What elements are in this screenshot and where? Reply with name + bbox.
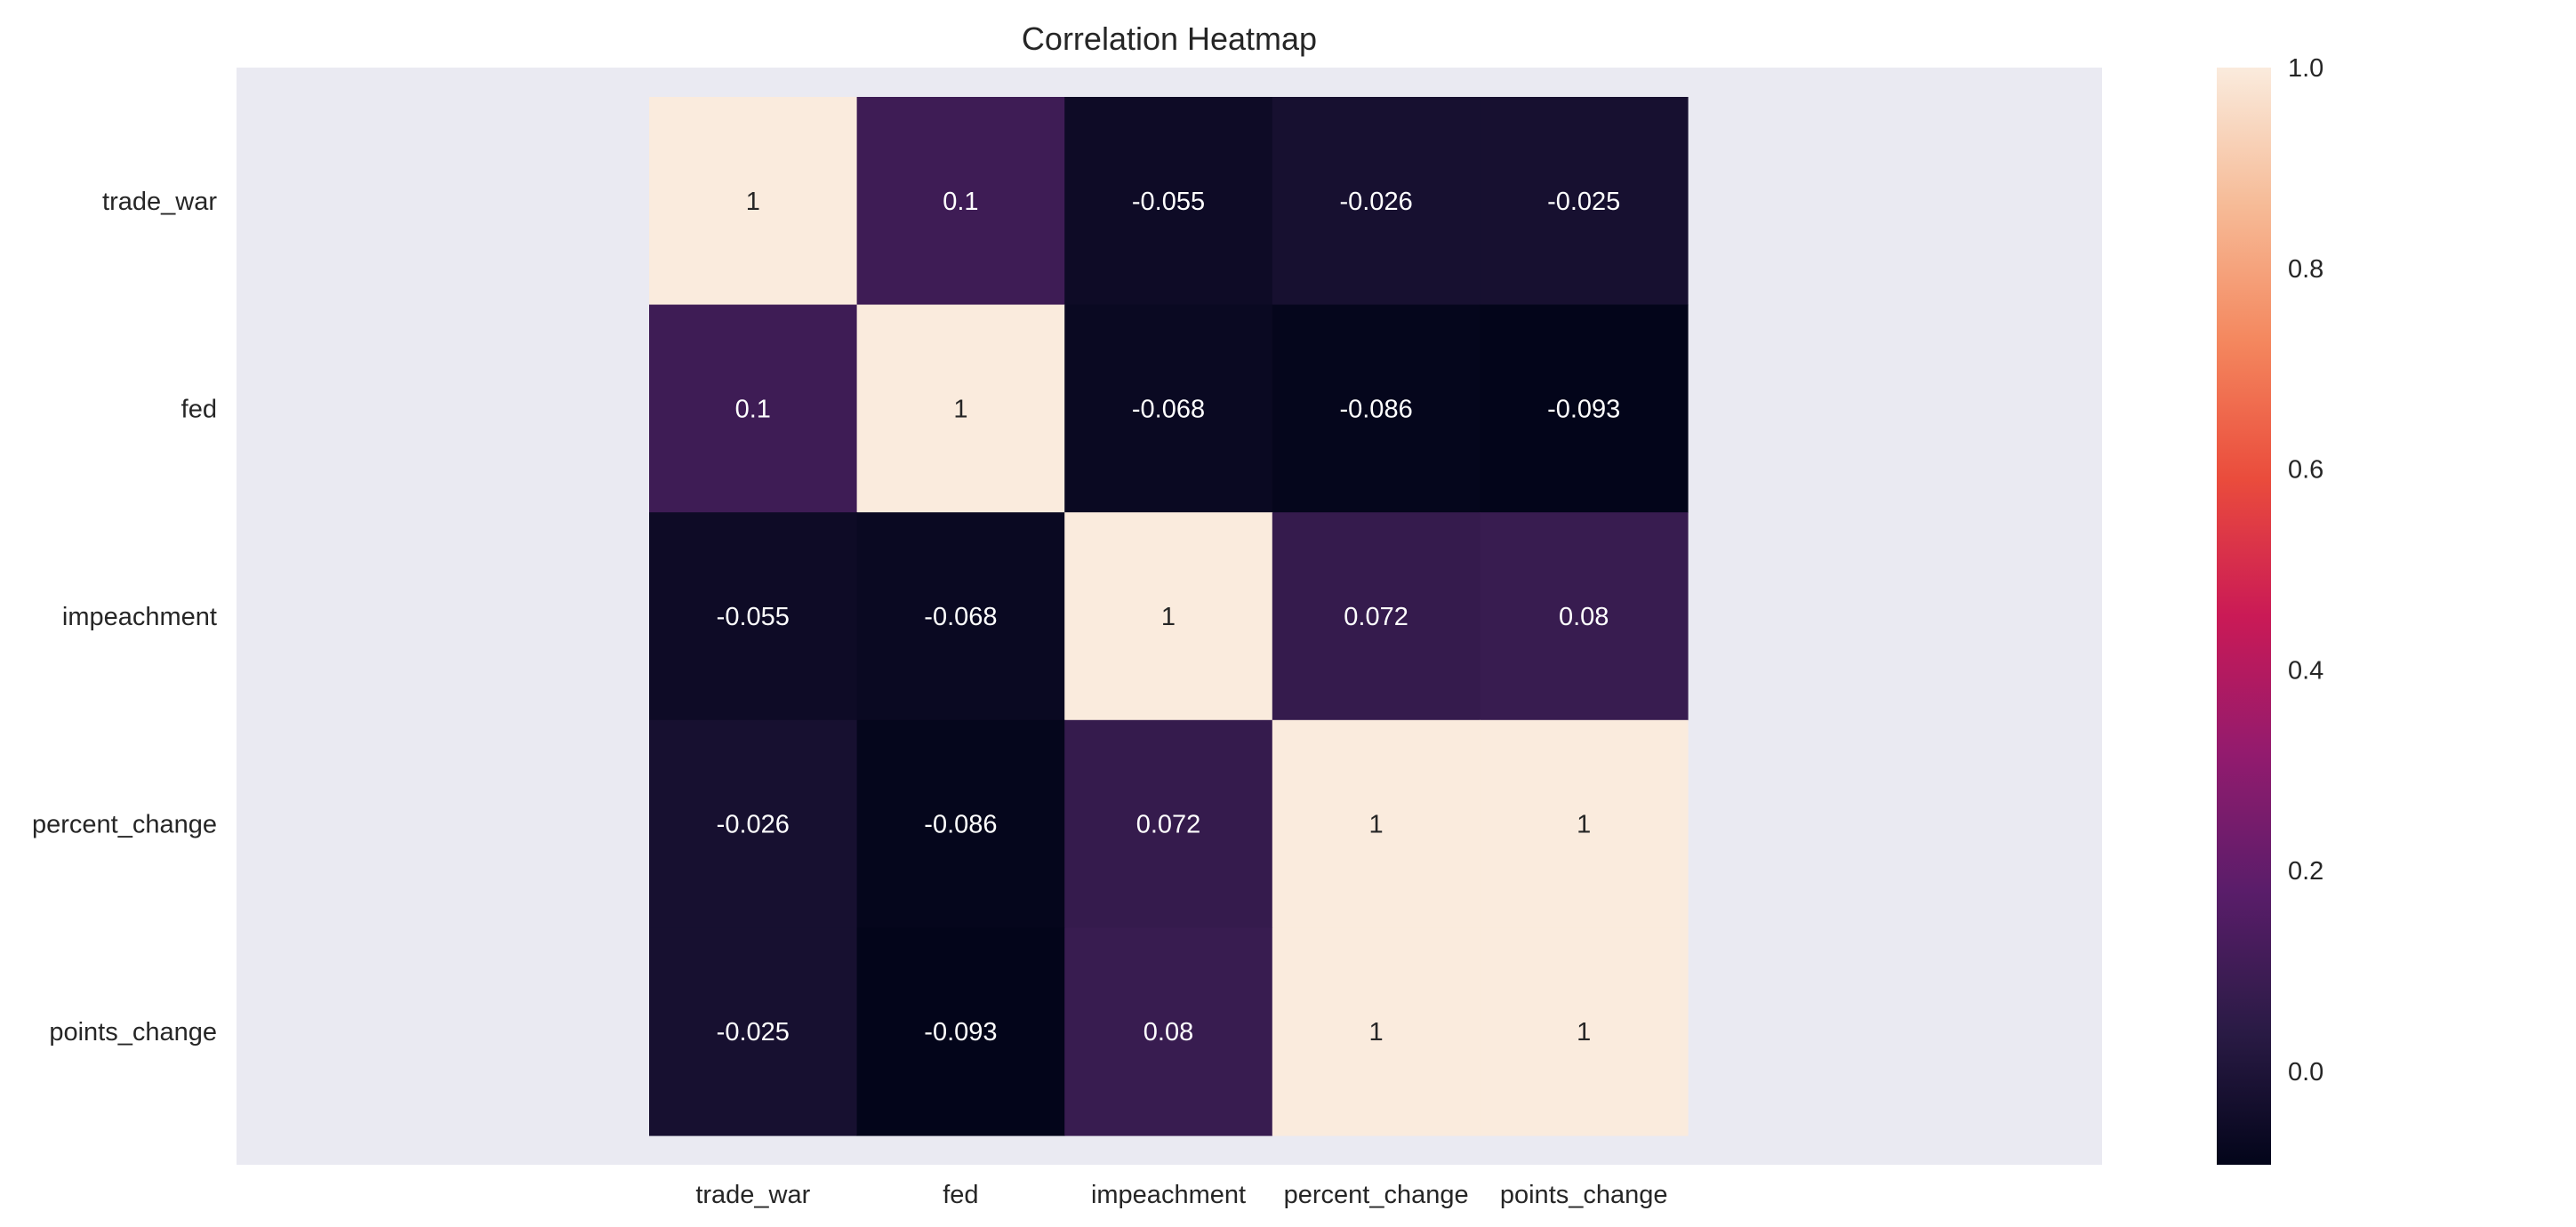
heatmap-cell [1480,97,1689,306]
cell-value-label: 1 [1577,811,1591,839]
cell-value-label: -0.086 [1339,395,1412,423]
heatmap-cell [1480,927,1689,1136]
colorbar-tick-label: 0.4 [2288,656,2323,685]
heatmap-cells: 1 0.1 -0.055 -0.026 -0.025 0.1 1 -0.068 -0.086 -0… [649,97,1689,1136]
heatmap-cell [856,719,1065,928]
x-tick-labels: trade_war fed impeachment percent_change poi… [695,1181,1667,1209]
cell-value-label: -0.026 [1339,188,1412,216]
x-tick-label: trade_war [695,1181,810,1209]
heatmap-cell [1064,97,1273,306]
cell-value-label: 0.1 [943,188,978,216]
heatmap-cell [856,304,1065,513]
cell-value-label: 0.08 [1559,603,1609,631]
heatmap-cell [649,304,858,513]
y-tick-label: trade_war [102,188,217,216]
cell-value-label: -0.093 [1547,395,1620,423]
x-tick-label: percent_change [1284,1181,1469,1209]
heatmap-cell [856,512,1065,721]
heatmap-cell [649,512,858,721]
heatmap-cell [1480,719,1689,928]
y-tick-label: points_change [49,1018,217,1047]
cell-value-label: 1 [1577,1018,1591,1047]
heatmap-cell [1064,512,1273,721]
y-tick-label: percent_change [32,811,217,839]
cell-value-label: 1 [1369,1018,1384,1047]
cell-value-label: 0.1 [735,395,771,423]
heatmap-cell [856,927,1065,1136]
heatmap-cell [1064,927,1273,1136]
cell-value-label: 0.072 [1136,811,1201,839]
cell-value-label: 0.08 [1144,1018,1193,1047]
heatmap-cell [1272,927,1481,1136]
heatmap-cell [649,719,858,928]
x-tick-label: points_change [1500,1181,1668,1209]
heatmap-cell [1480,304,1689,513]
heatmap-cell [1272,719,1481,928]
colorbar-ticks: 0.0 0.2 0.4 0.6 0.8 1.0 [2288,54,2323,1087]
cell-value-label: -0.068 [924,603,997,631]
cell-value-label: -0.025 [717,1018,790,1047]
cell-value-label: 1 [746,188,760,216]
cell-value-label: 0.072 [1344,603,1408,631]
cell-value-label: 1 [1161,603,1176,631]
colorbar-tick-label: 0.8 [2288,255,2323,284]
cell-value-label: -0.086 [924,811,997,839]
cell-value-label: -0.055 [717,603,790,631]
heatmap-cell [1272,512,1481,721]
heatmap-cell [856,97,1065,306]
colorbar-tick-label: 0.0 [2288,1058,2323,1087]
x-tick-label: fed [943,1181,978,1209]
colorbar-tick-label: 1.0 [2288,54,2323,83]
cell-value-label: -0.055 [1132,188,1205,216]
chart-title: Correlation Heatmap [1022,20,1317,57]
heatmap-cell [1272,97,1481,306]
cell-value-label: -0.026 [717,811,790,839]
cell-value-label: -0.093 [924,1018,997,1047]
heatmap-cell [1480,512,1689,721]
y-tick-label: fed [181,395,217,423]
colorbar-tick-label: 0.6 [2288,456,2323,485]
heatmap-cell [1064,304,1273,513]
cell-value-label: 1 [953,395,967,423]
cell-value-label: -0.025 [1547,188,1620,216]
colorbar-tick-label: 0.2 [2288,857,2323,886]
heatmap-cell [649,97,858,306]
heatmap-cell [1272,304,1481,513]
heatmap-cell [649,927,858,1136]
x-tick-label: impeachment [1091,1181,1246,1209]
cell-value-label: -0.068 [1132,395,1205,423]
cell-value-label: 1 [1369,811,1384,839]
heatmap-cell [1064,719,1273,928]
y-tick-label: impeachment [62,603,217,631]
colorbar [2217,68,2271,1165]
